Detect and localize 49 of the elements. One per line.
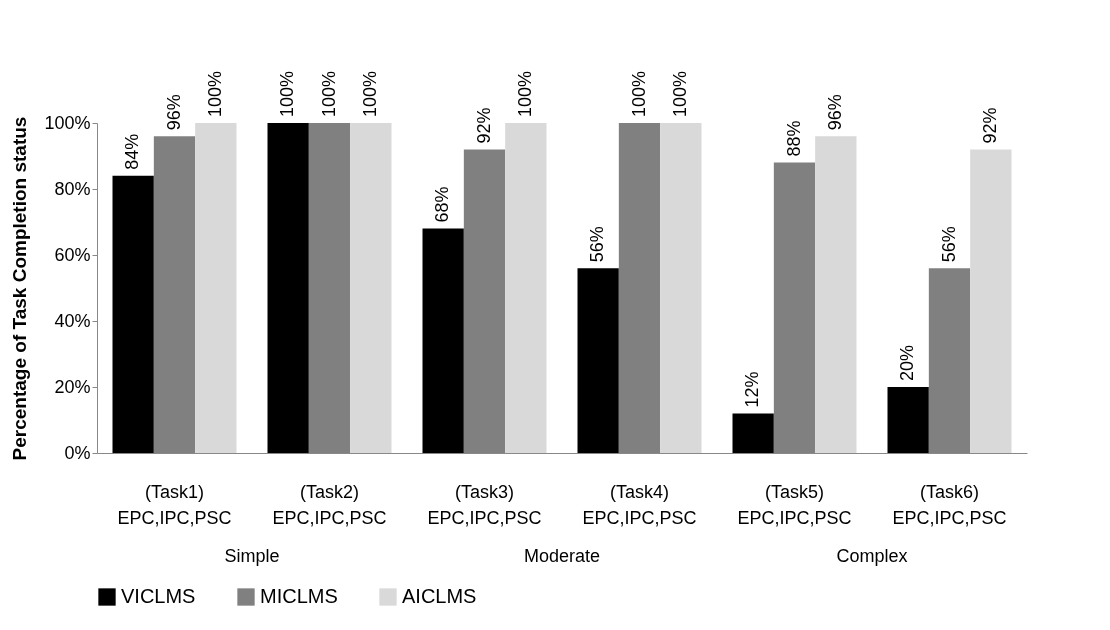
bar [815,136,857,453]
y-tick-label: 0% [64,442,91,463]
bar [112,175,154,453]
text: Complex [836,546,908,566]
bar [660,123,702,453]
data-label: 68% [432,186,453,223]
data-label: 56% [938,226,959,263]
bar [505,123,547,453]
y-tick-label: 100% [44,112,91,133]
x-tick-label: (Task5) EPC,IPC,PSC [737,481,852,528]
data-label: 96% [163,94,184,131]
y-tick-label: 20% [54,376,91,397]
data-label: 12% [742,371,763,408]
data-label: 92% [473,107,494,144]
data-label: 88% [783,120,804,157]
legend-label: AICLMS [402,585,477,607]
data-label: 20% [897,344,918,381]
x-tick-label: (Task2) EPC,IPC,PSC [272,481,387,528]
y-tick-label: 60% [54,244,91,265]
x-tick-label: (Task4) EPC,IPC,PSC [582,481,697,528]
y-axis-title: Percentage of Task Completion status [9,116,31,461]
data-label: 100% [359,70,380,117]
data-label: 100% [204,70,225,117]
bar [970,149,1012,453]
data-label: 100% [514,70,535,117]
x-tick-label: (Task1) EPC,IPC,PSC [117,481,232,528]
data-label: 100% [318,70,339,117]
bar [577,268,619,453]
data-label: 100% [277,70,298,117]
x-tick-label: (Task3) EPC,IPC,PSC [427,481,542,528]
data-label: 100% [628,70,649,117]
data-label: 92% [979,107,1000,144]
text: Simple [224,546,280,566]
bar [195,123,237,453]
legend-label: VICLMS [121,585,196,607]
data-label: 84% [122,133,143,170]
data-label: 96% [824,94,845,131]
bar [732,413,774,453]
data-label: 100% [669,70,690,117]
bar [422,228,464,453]
bar [887,387,929,453]
x-tick-label: (Task6) EPC,IPC,PSC [892,481,1007,528]
y-tick-label: 40% [54,310,91,331]
data-label: 56% [587,226,608,263]
y-tick-label: 80% [54,178,91,199]
legend-label: MICLMS [260,585,338,607]
text: Moderate [523,546,601,566]
bar [267,123,309,453]
bar [350,123,392,453]
